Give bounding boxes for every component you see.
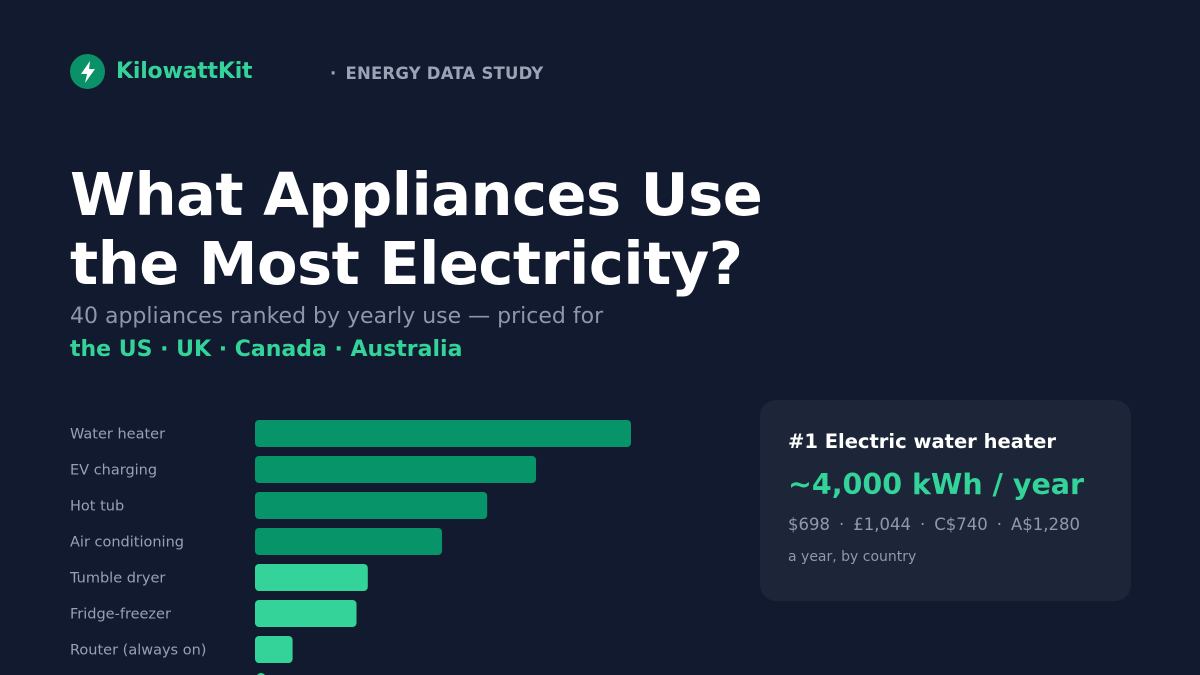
brand-name: KilowattKit bbox=[116, 59, 253, 84]
page-title-line-1: What Appliances Use bbox=[70, 160, 763, 229]
bar bbox=[255, 528, 443, 555]
kicker: · ENERGY DATA STUDY bbox=[330, 64, 543, 83]
page-title: What Appliances Use the Most Electricity… bbox=[70, 160, 763, 298]
bar bbox=[255, 564, 368, 591]
top-appliance-card: #1 Electric water heater ~4,000 kWh / ye… bbox=[760, 400, 1131, 601]
brand: KilowattKit bbox=[70, 54, 253, 89]
category-label: Water heater bbox=[70, 427, 165, 443]
bar bbox=[255, 420, 631, 447]
category-label: Fridge-freezer bbox=[70, 607, 171, 623]
category-label: Tumble dryer bbox=[69, 571, 165, 587]
bar bbox=[255, 492, 488, 519]
price-separator: · bbox=[919, 515, 926, 534]
card-title: #1 Electric water heater bbox=[788, 430, 1057, 453]
kicker-dot: · bbox=[330, 64, 337, 83]
appliance-bar-chart: Water heater EV charging Hot tub Air condit… bbox=[69, 420, 631, 675]
card-value: ~4,000 kWh / year bbox=[788, 468, 1085, 501]
category-label: Air conditioning bbox=[70, 535, 184, 551]
kicker-text: ENERGY DATA STUDY bbox=[345, 64, 544, 83]
bar bbox=[255, 456, 537, 483]
price-australia: A$1,280 bbox=[1011, 515, 1081, 534]
countries-list: the US · UK · Canada · Australia bbox=[70, 337, 463, 362]
price-separator: · bbox=[839, 515, 845, 534]
page-title-line-2: the Most Electricity? bbox=[70, 229, 743, 298]
card-note: a year, by country bbox=[788, 549, 917, 565]
chart-svg: Water heater EV charging Hot tub Air condit… bbox=[69, 420, 631, 675]
category-label: EV charging bbox=[70, 463, 157, 479]
subtitle: 40 appliances ranked by yearly use — pri… bbox=[70, 304, 604, 329]
price-us: $698 bbox=[788, 515, 830, 534]
bar bbox=[255, 600, 357, 627]
price-canada: C$740 bbox=[934, 515, 988, 534]
lightning-bolt-icon bbox=[70, 54, 105, 89]
category-label: Hot tub bbox=[70, 499, 124, 515]
price-separator: · bbox=[996, 515, 1002, 534]
category-label: Router (always on) bbox=[70, 643, 206, 659]
card-prices: $698 · £1,044 · C$740 · A$1,280 bbox=[788, 515, 1080, 534]
bar bbox=[255, 636, 293, 663]
price-uk: £1,044 bbox=[853, 515, 911, 534]
